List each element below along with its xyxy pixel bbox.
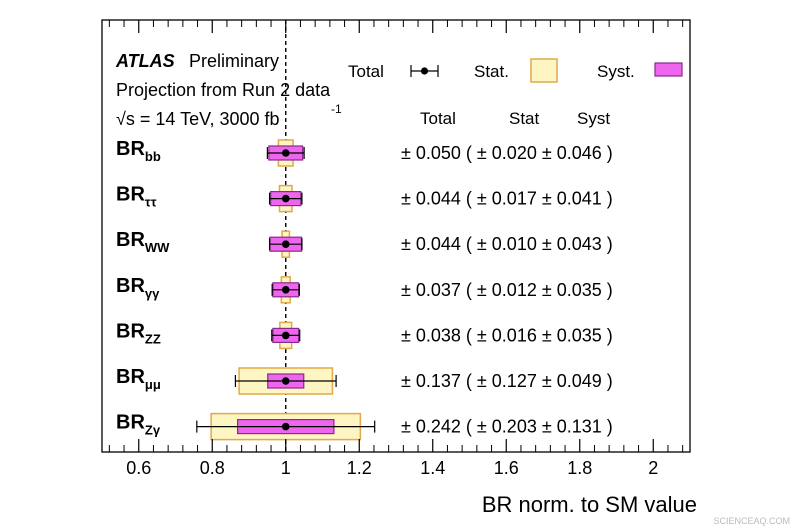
x-tick-label: 1 bbox=[281, 458, 291, 478]
legend-total-marker bbox=[410, 65, 439, 77]
x-tick-label: 1.4 bbox=[420, 458, 445, 478]
column-header-total: Total bbox=[420, 109, 456, 128]
row-label: BRZZ bbox=[116, 320, 161, 346]
legend-total-label: Total bbox=[348, 62, 384, 81]
central-value-point bbox=[281, 422, 290, 431]
row-3: BRWW ± 0.044 ( ± 0.010 ± 0.043 ) bbox=[116, 229, 613, 258]
legend-stat-label: Stat. bbox=[474, 62, 509, 81]
forest-rows: BRbb ± 0.050 ( ± 0.020 ± 0.046 ) BRττ ± 0.0… bbox=[116, 138, 613, 441]
row-6: BRμμ ± 0.137 ( ± 0.127 ± 0.049 ) bbox=[116, 366, 613, 395]
x-axis-title: BR norm. to SM value bbox=[482, 492, 697, 517]
row-4: BRγγ ± 0.037 ( ± 0.012 ± 0.035 ) bbox=[116, 275, 613, 304]
x-tick-label: 2 bbox=[648, 458, 658, 478]
legend-syst-label: Syst. bbox=[597, 62, 635, 81]
central-value-point bbox=[281, 377, 290, 385]
column-header-stat: Stat bbox=[509, 109, 540, 128]
central-value-point bbox=[281, 331, 290, 340]
row-values-text: ± 0.137 ( ± 0.127 ± 0.049 ) bbox=[401, 371, 613, 391]
row-label: BRWW bbox=[116, 229, 170, 255]
row-label: BRbb bbox=[116, 138, 161, 164]
row-1: BRbb ± 0.050 ( ± 0.020 ± 0.046 ) bbox=[116, 138, 613, 167]
central-value-point bbox=[281, 286, 290, 294]
projection-label: Projection from Run 2 data bbox=[116, 80, 331, 100]
legend-stat-swatch bbox=[530, 58, 558, 83]
plot-frame bbox=[101, 19, 691, 453]
row-label: BRττ bbox=[116, 184, 157, 210]
x-tick-label: 1.6 bbox=[494, 458, 519, 478]
row-values-text: ± 0.044 ( ± 0.010 ± 0.043 ) bbox=[401, 234, 613, 254]
atlas-label: ATLAS bbox=[115, 51, 175, 71]
preliminary-label: Preliminary bbox=[189, 51, 279, 71]
x-tick-label: 1.2 bbox=[347, 458, 372, 478]
column-header-syst: Syst bbox=[577, 109, 610, 128]
x-tick-label: 0.8 bbox=[200, 458, 225, 478]
row-2: BRττ ± 0.044 ( ± 0.017 ± 0.041 ) bbox=[116, 184, 613, 213]
row-values-text: ± 0.044 ( ± 0.017 ± 0.041 ) bbox=[401, 189, 613, 209]
x-axis: 0.6 0.8 1 1.2 1.4 1.6 1.8 2 bbox=[108, 20, 684, 478]
row-label: BRγγ bbox=[116, 275, 160, 301]
energy-lumi-label: √s = 14 TeV, 3000 fb bbox=[116, 109, 280, 129]
row-values-text: ± 0.242 ( ± 0.203 ± 0.131 ) bbox=[401, 417, 613, 437]
row-label: BRZγ bbox=[116, 412, 161, 438]
central-value-point bbox=[281, 194, 290, 203]
watermark: SCIENCEAQ.COM bbox=[713, 516, 790, 526]
legend: Total Stat. Syst. bbox=[348, 58, 683, 83]
central-value-point bbox=[281, 149, 290, 157]
row-7: BRZγ ± 0.242 ( ± 0.203 ± 0.131 ) bbox=[116, 412, 613, 441]
row-values-text: ± 0.050 ( ± 0.020 ± 0.046 ) bbox=[401, 143, 613, 163]
central-value-point bbox=[281, 240, 290, 248]
row-values-text: ± 0.038 ( ± 0.016 ± 0.035 ) bbox=[401, 325, 613, 345]
row-label: BRμμ bbox=[116, 366, 161, 392]
legend-syst-swatch bbox=[654, 62, 683, 77]
row-values-text: ± 0.037 ( ± 0.012 ± 0.035 ) bbox=[401, 280, 613, 300]
x-tick-label: 0.6 bbox=[126, 458, 151, 478]
x-tick-label: 1.8 bbox=[567, 458, 592, 478]
row-5: BRZZ ± 0.038 ( ± 0.016 ± 0.035 ) bbox=[116, 320, 613, 350]
lumi-exponent: -1 bbox=[331, 102, 342, 116]
